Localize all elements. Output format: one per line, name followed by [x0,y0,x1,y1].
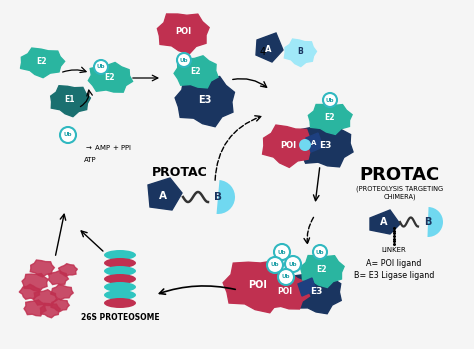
Wedge shape [428,207,443,237]
Text: ATP: ATP [84,157,97,163]
Text: B: B [297,47,303,57]
Polygon shape [290,272,341,314]
Polygon shape [308,104,352,134]
Text: E2: E2 [317,266,327,275]
Circle shape [267,257,283,273]
Polygon shape [370,210,400,234]
Text: B= E3 Ligase ligand: B= E3 Ligase ligand [354,270,434,280]
Text: E3: E3 [319,141,331,149]
Circle shape [60,127,76,143]
Circle shape [285,256,301,272]
Polygon shape [30,260,55,277]
Ellipse shape [104,274,136,284]
Ellipse shape [104,266,136,276]
Wedge shape [217,180,235,214]
Ellipse shape [104,250,136,260]
Polygon shape [148,178,182,210]
Polygon shape [256,33,283,62]
Text: Ub: Ub [64,133,72,138]
Polygon shape [51,284,73,300]
Polygon shape [51,299,69,312]
Text: Ub: Ub [97,65,105,69]
Text: E3: E3 [310,288,322,297]
Text: Ub: Ub [289,261,297,267]
Text: PROTAC: PROTAC [360,166,440,184]
Polygon shape [24,300,46,316]
Circle shape [323,93,337,107]
Circle shape [278,269,294,285]
Polygon shape [22,274,48,292]
Text: E2: E2 [191,67,201,76]
Ellipse shape [104,282,136,292]
Text: Ub: Ub [180,58,188,62]
Polygon shape [51,86,91,117]
Text: Ub: Ub [316,250,324,254]
Polygon shape [284,39,317,67]
Text: $\rightarrow$ AMP + PPI: $\rightarrow$ AMP + PPI [84,143,132,153]
Text: Ub: Ub [282,275,290,280]
Text: Ub: Ub [271,262,279,267]
Text: B: B [424,217,432,227]
Polygon shape [306,133,323,152]
Text: POI: POI [277,288,292,297]
Polygon shape [301,255,344,288]
Text: E3: E3 [198,95,212,105]
Polygon shape [261,273,310,309]
Text: POI: POI [175,28,191,37]
Circle shape [94,60,108,74]
Text: 4: 4 [260,47,266,57]
Text: POI: POI [248,280,267,290]
Polygon shape [58,264,77,276]
Polygon shape [33,290,57,306]
Polygon shape [175,76,235,127]
Text: A: A [159,191,167,201]
Ellipse shape [104,258,136,268]
Polygon shape [40,303,60,318]
Text: E1: E1 [65,96,75,104]
Text: Ub: Ub [326,97,334,103]
Circle shape [177,53,191,67]
Text: E2: E2 [37,58,47,67]
Text: Ub: Ub [278,250,286,254]
Text: E2: E2 [325,113,335,122]
Text: A: A [265,45,271,54]
Polygon shape [174,56,218,88]
Polygon shape [297,123,353,167]
Circle shape [274,244,290,260]
Text: POI: POI [280,141,296,149]
Text: A: A [311,140,317,146]
Circle shape [313,245,327,259]
Polygon shape [88,62,133,92]
Text: (PROTEOLYSIS TARGETING
CHIMERA): (PROTEOLYSIS TARGETING CHIMERA) [356,186,444,200]
Text: A= POI ligand: A= POI ligand [366,259,422,267]
Polygon shape [19,284,40,299]
Polygon shape [20,48,64,78]
Text: A: A [380,217,388,227]
Polygon shape [263,125,315,168]
Text: E2: E2 [105,74,115,82]
Polygon shape [157,14,209,54]
Polygon shape [223,261,292,313]
Text: PROTAC: PROTAC [152,165,208,178]
Polygon shape [298,278,316,296]
Ellipse shape [104,298,136,308]
Polygon shape [48,270,68,284]
Text: LINKER: LINKER [382,247,406,253]
Ellipse shape [104,290,136,300]
Circle shape [299,139,311,151]
Text: B: B [214,192,222,202]
Text: 26S PROTEOSOME: 26S PROTEOSOME [81,313,159,322]
